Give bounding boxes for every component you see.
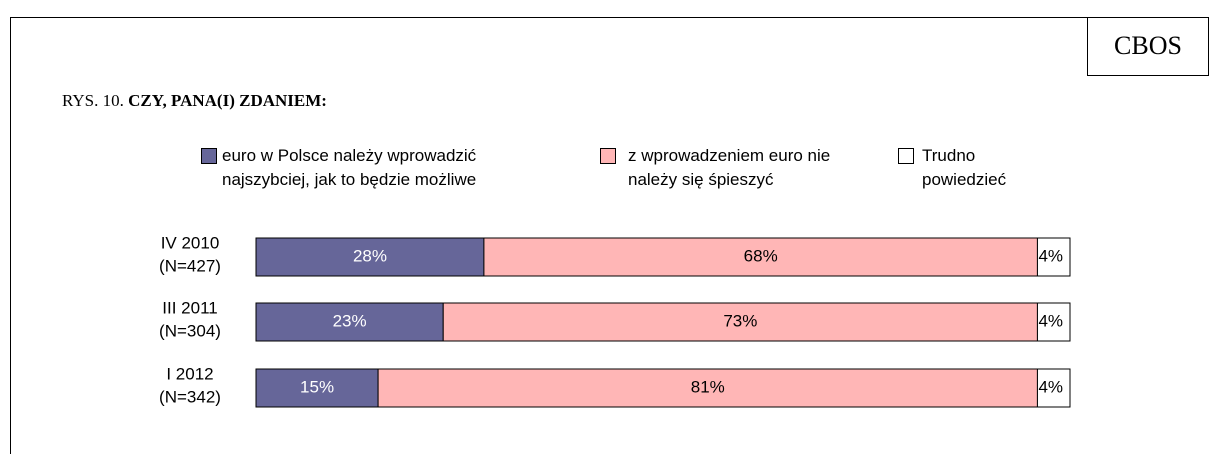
value-label: 68% [744,246,778,265]
brand: CBOS [1114,31,1182,60]
chart-title: RYS. 10. CZY, PANA(I) ZDANIEM: [62,91,327,110]
sample-size-label: (N=304) [159,321,221,340]
bar-segment [442,302,1038,342]
legend-swatch [201,148,217,164]
legend-swatch [600,148,616,164]
legend-swatch [898,148,914,164]
bar-segment [255,368,379,408]
value-label: 73% [723,311,757,330]
value-label: 4% [1038,311,1063,330]
value-label: 28% [353,246,387,265]
bar-segment [377,368,1038,408]
sample-size-label: (N=342) [159,387,221,406]
bar-segment [1036,302,1071,342]
value-label: 4% [1038,377,1063,396]
legend-label: z wprowadzeniem euro nie należy się śpie… [628,146,831,189]
value-label: 15% [300,377,334,396]
bar-segment [1036,368,1071,408]
bar-segment [255,237,485,277]
category-label: I 2012 [166,364,213,383]
value-label: 4% [1038,246,1063,265]
value-label: 81% [691,377,725,396]
bar-segment [1036,237,1071,277]
legend-label: euro w Polsce należy wprowadzić najszybc… [222,146,477,189]
value-label: 23% [333,311,367,330]
legend-label: Trudno powiedzieć [922,146,1007,189]
category-label: IV 2010 [161,233,220,252]
sample-size-label: (N=427) [159,256,221,275]
title-prefix: RYS. 10. [62,91,124,110]
brand-box [1087,17,1209,76]
title-text: CZY, PANA(I) ZDANIEM: [128,91,327,110]
category-label: III 2011 [162,298,217,317]
bar-segment [483,237,1038,277]
